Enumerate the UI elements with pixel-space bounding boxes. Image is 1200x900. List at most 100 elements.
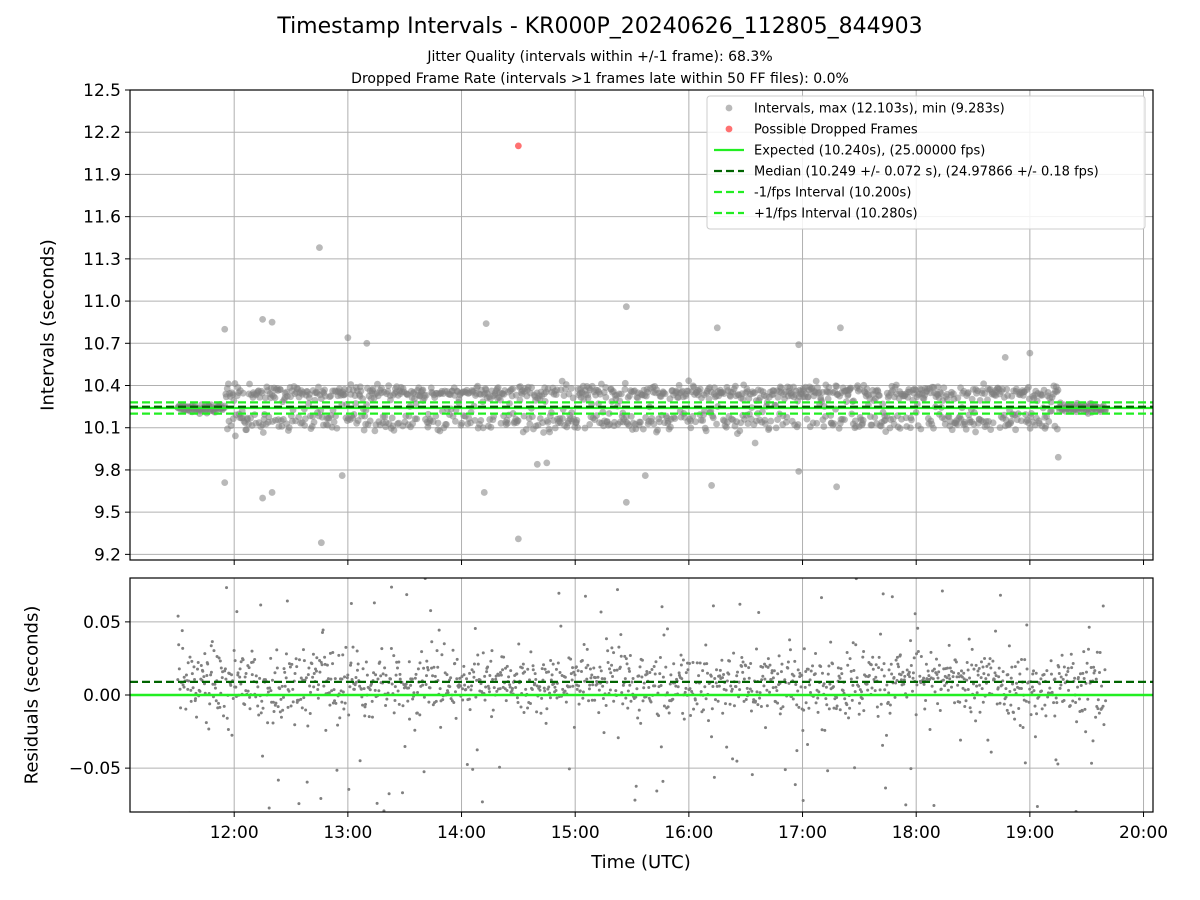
- residual-point: [426, 665, 430, 669]
- residual-point: [1033, 735, 1037, 739]
- residual-point: [838, 676, 842, 680]
- interval-point: [385, 382, 393, 390]
- residual-point: [860, 697, 864, 701]
- residual-point: [361, 703, 365, 707]
- residual-point: [528, 815, 531, 818]
- residual-point: [485, 670, 489, 674]
- residual-point: [341, 690, 345, 694]
- residual-point: [853, 766, 857, 770]
- residual-point: [711, 604, 715, 608]
- interval-point: [736, 427, 744, 435]
- residual-point: [254, 674, 258, 678]
- residual-point: [332, 688, 336, 692]
- residual-point: [203, 652, 207, 656]
- residual-point: [976, 673, 980, 677]
- residual-point: [434, 699, 438, 703]
- interval-point: [528, 413, 536, 421]
- residual-point: [516, 701, 520, 705]
- residual-point: [866, 688, 870, 692]
- residual-point: [609, 671, 613, 675]
- residual-point: [840, 672, 844, 676]
- residual-point: [668, 682, 672, 686]
- interval-point: [543, 459, 551, 467]
- interval-point: [268, 489, 276, 496]
- residual-point: [699, 690, 703, 694]
- residual-point: [635, 687, 639, 691]
- residual-point: [448, 685, 452, 689]
- residual-point: [468, 708, 472, 712]
- interval-point: [774, 416, 781, 424]
- residual-point: [314, 669, 318, 673]
- residual-point: [299, 697, 303, 701]
- residual-point: [425, 674, 429, 678]
- interval-point: [321, 386, 328, 394]
- residual-point: [398, 672, 402, 676]
- interval-point: [452, 417, 459, 425]
- residual-point: [965, 660, 969, 664]
- residual-point: [793, 659, 797, 663]
- residual-point: [948, 677, 952, 681]
- interval-point: [930, 424, 937, 432]
- residual-point: [426, 668, 430, 672]
- residual-point: [761, 674, 765, 678]
- residual-point: [442, 572, 445, 575]
- residual-point: [269, 689, 273, 693]
- residual-point: [963, 704, 967, 708]
- residual-point: [737, 680, 741, 684]
- interval-point: [825, 384, 833, 391]
- residual-point: [232, 649, 236, 653]
- residual-point: [281, 695, 285, 699]
- residual-point: [783, 768, 787, 772]
- interval-point: [616, 397, 624, 405]
- interval-point: [413, 415, 421, 423]
- interval-point: [847, 384, 855, 392]
- interval-point: [276, 386, 284, 393]
- residual-point: [621, 702, 625, 706]
- residual-point: [251, 660, 255, 664]
- residual-point: [293, 723, 297, 727]
- residual-point: [947, 643, 951, 647]
- residual-point: [363, 714, 367, 718]
- residual-point: [271, 721, 275, 725]
- interval-point: [851, 417, 859, 425]
- residual-point: [735, 759, 739, 763]
- residual-point: [542, 686, 546, 690]
- residual-point: [858, 701, 862, 705]
- residual-point: [370, 682, 374, 686]
- interval-point: [859, 416, 867, 424]
- residual-point: [895, 655, 899, 659]
- residual-point: [987, 662, 991, 666]
- residual-point: [741, 670, 745, 674]
- residual-point: [988, 657, 992, 661]
- residual-point: [809, 669, 813, 673]
- residual-point: [728, 702, 732, 706]
- residual-point: [260, 699, 264, 703]
- residual-point: [182, 685, 186, 689]
- residual-point: [420, 650, 424, 654]
- residual-point: [481, 651, 485, 655]
- residual-point: [216, 701, 220, 705]
- residual-point: [640, 658, 644, 662]
- residual-point: [1025, 623, 1029, 627]
- residual-point: [671, 697, 675, 701]
- residual-point: [973, 696, 977, 700]
- residual-point: [932, 803, 936, 807]
- residual-point: [945, 666, 949, 670]
- residual-point: [285, 599, 289, 603]
- residual-point: [501, 668, 505, 672]
- x-tick-label: 17:00: [778, 823, 827, 843]
- residual-point: [304, 708, 308, 712]
- residual-point: [771, 686, 775, 690]
- residual-point: [1095, 650, 1099, 654]
- interval-point: [520, 412, 528, 420]
- residual-point: [669, 673, 673, 677]
- interval-point: [964, 389, 972, 396]
- residual-point: [812, 572, 815, 575]
- interval-point: [310, 418, 318, 426]
- residual-point: [535, 684, 539, 688]
- residual-point: [201, 669, 205, 673]
- residual-point: [574, 665, 578, 669]
- residual-point: [276, 778, 280, 782]
- interval-point: [295, 413, 303, 421]
- residual-point: [274, 701, 278, 705]
